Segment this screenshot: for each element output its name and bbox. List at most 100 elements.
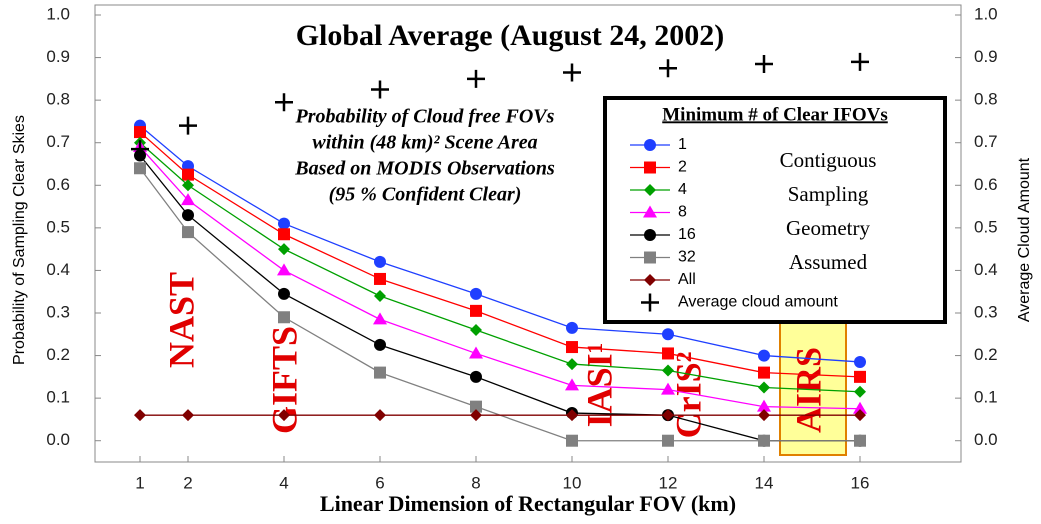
- x-tick-label: 10: [563, 473, 582, 492]
- marker: [374, 289, 386, 302]
- marker: [662, 328, 674, 341]
- geometry-note: Assumed: [789, 250, 868, 274]
- x-axis-label: Linear Dimension of Rectangular FOV (km): [320, 491, 736, 516]
- marker: [182, 168, 194, 181]
- marker: [278, 287, 290, 300]
- y-tick-label: 0.9: [46, 47, 70, 66]
- x-tick-label: 2: [183, 473, 192, 492]
- y2-tick-label: 0.0: [974, 430, 998, 449]
- instrument-label: CrIS²: [668, 352, 708, 439]
- x-tick-label: 8: [471, 473, 480, 492]
- y-tick-label: 0.6: [46, 175, 70, 194]
- y2-tick-label: 0.2: [974, 345, 998, 364]
- marker: [182, 179, 194, 192]
- marker: [467, 69, 485, 88]
- marker: [851, 52, 869, 71]
- instrument-label: NAST: [161, 272, 201, 368]
- marker: [644, 139, 656, 151]
- marker: [181, 193, 195, 206]
- annotation: (95 % Confident Clear): [329, 184, 522, 206]
- marker: [643, 205, 657, 218]
- y-tick-label: 0.8: [46, 90, 70, 109]
- marker: [854, 385, 866, 398]
- y-tick-label: 0.4: [46, 260, 70, 279]
- marker: [470, 409, 482, 422]
- marker: [278, 243, 290, 256]
- marker: [374, 409, 386, 422]
- marker: [853, 401, 867, 414]
- y2-tick-label: 0.5: [974, 217, 998, 236]
- marker: [374, 255, 386, 268]
- y-tick-label: 0.0: [46, 430, 70, 449]
- legend-box: [603, 96, 947, 324]
- marker: [644, 184, 656, 196]
- marker: [566, 409, 578, 422]
- marker: [566, 434, 578, 447]
- legend-label: 16: [678, 226, 696, 243]
- marker: [182, 209, 194, 222]
- marker: [374, 272, 386, 285]
- y2-tick-label: 0.3: [974, 302, 998, 321]
- marker: [854, 409, 866, 422]
- marker: [373, 312, 387, 325]
- marker: [134, 162, 146, 175]
- marker: [374, 338, 386, 351]
- marker: [758, 381, 770, 394]
- x-tick-label: 1: [135, 473, 144, 492]
- marker: [566, 321, 578, 334]
- y2-tick-label: 0.4: [974, 260, 998, 279]
- marker: [275, 93, 293, 112]
- marker: [758, 434, 770, 447]
- annotation: within (48 km)² Scene Area: [312, 132, 537, 154]
- geometry-note: Geometry: [786, 216, 870, 240]
- y-tick-label: 0.5: [46, 217, 70, 236]
- y2-tick-label: 0.1: [974, 388, 998, 407]
- x-tick-label: 4: [279, 473, 288, 492]
- marker: [566, 341, 578, 354]
- marker: [470, 287, 482, 300]
- legend-label: All: [678, 271, 696, 288]
- marker: [644, 251, 656, 264]
- y-axis-label: Probability of Sampling Clear Skies: [11, 115, 28, 365]
- marker: [662, 434, 674, 447]
- marker: [662, 364, 674, 377]
- marker: [757, 399, 771, 412]
- chart-title: Global Average (August 24, 2002): [296, 19, 725, 52]
- marker: [278, 311, 290, 324]
- marker: [182, 226, 194, 239]
- marker: [758, 366, 770, 379]
- x-tick-label: 6: [375, 473, 384, 492]
- marker: [469, 346, 483, 359]
- marker: [661, 382, 675, 395]
- y2-tick-label: 0.7: [974, 132, 998, 151]
- legend-label: 1: [678, 136, 687, 153]
- marker: [758, 349, 770, 362]
- y2-tick-label: 0.6: [974, 175, 998, 194]
- marker: [565, 378, 579, 391]
- y2-axis-label: Average Cloud Amount: [1016, 157, 1033, 322]
- marker: [566, 358, 578, 371]
- marker: [644, 274, 656, 286]
- y-tick-label: 0.1: [46, 388, 70, 407]
- marker: [278, 228, 290, 241]
- marker: [278, 409, 290, 422]
- marker: [659, 59, 677, 78]
- x-tick-label: 12: [659, 473, 678, 492]
- airs-box: [779, 317, 847, 456]
- x-tick-label: 16: [851, 473, 870, 492]
- marker: [854, 370, 866, 383]
- annotation: Based on MODIS Observations: [294, 158, 555, 180]
- legend-label: 8: [678, 204, 687, 221]
- marker: [644, 229, 656, 241]
- marker: [758, 409, 770, 422]
- marker: [134, 126, 146, 139]
- y-tick-label: 0.3: [46, 302, 70, 321]
- geometry-note: Contiguous: [780, 148, 877, 172]
- marker: [563, 63, 581, 82]
- y2-tick-label: 0.8: [974, 90, 998, 109]
- marker: [470, 400, 482, 413]
- marker: [277, 263, 291, 276]
- y2-tick-label: 0.9: [974, 47, 998, 66]
- legend-title: Minimum # of Clear IFOVs: [662, 104, 888, 125]
